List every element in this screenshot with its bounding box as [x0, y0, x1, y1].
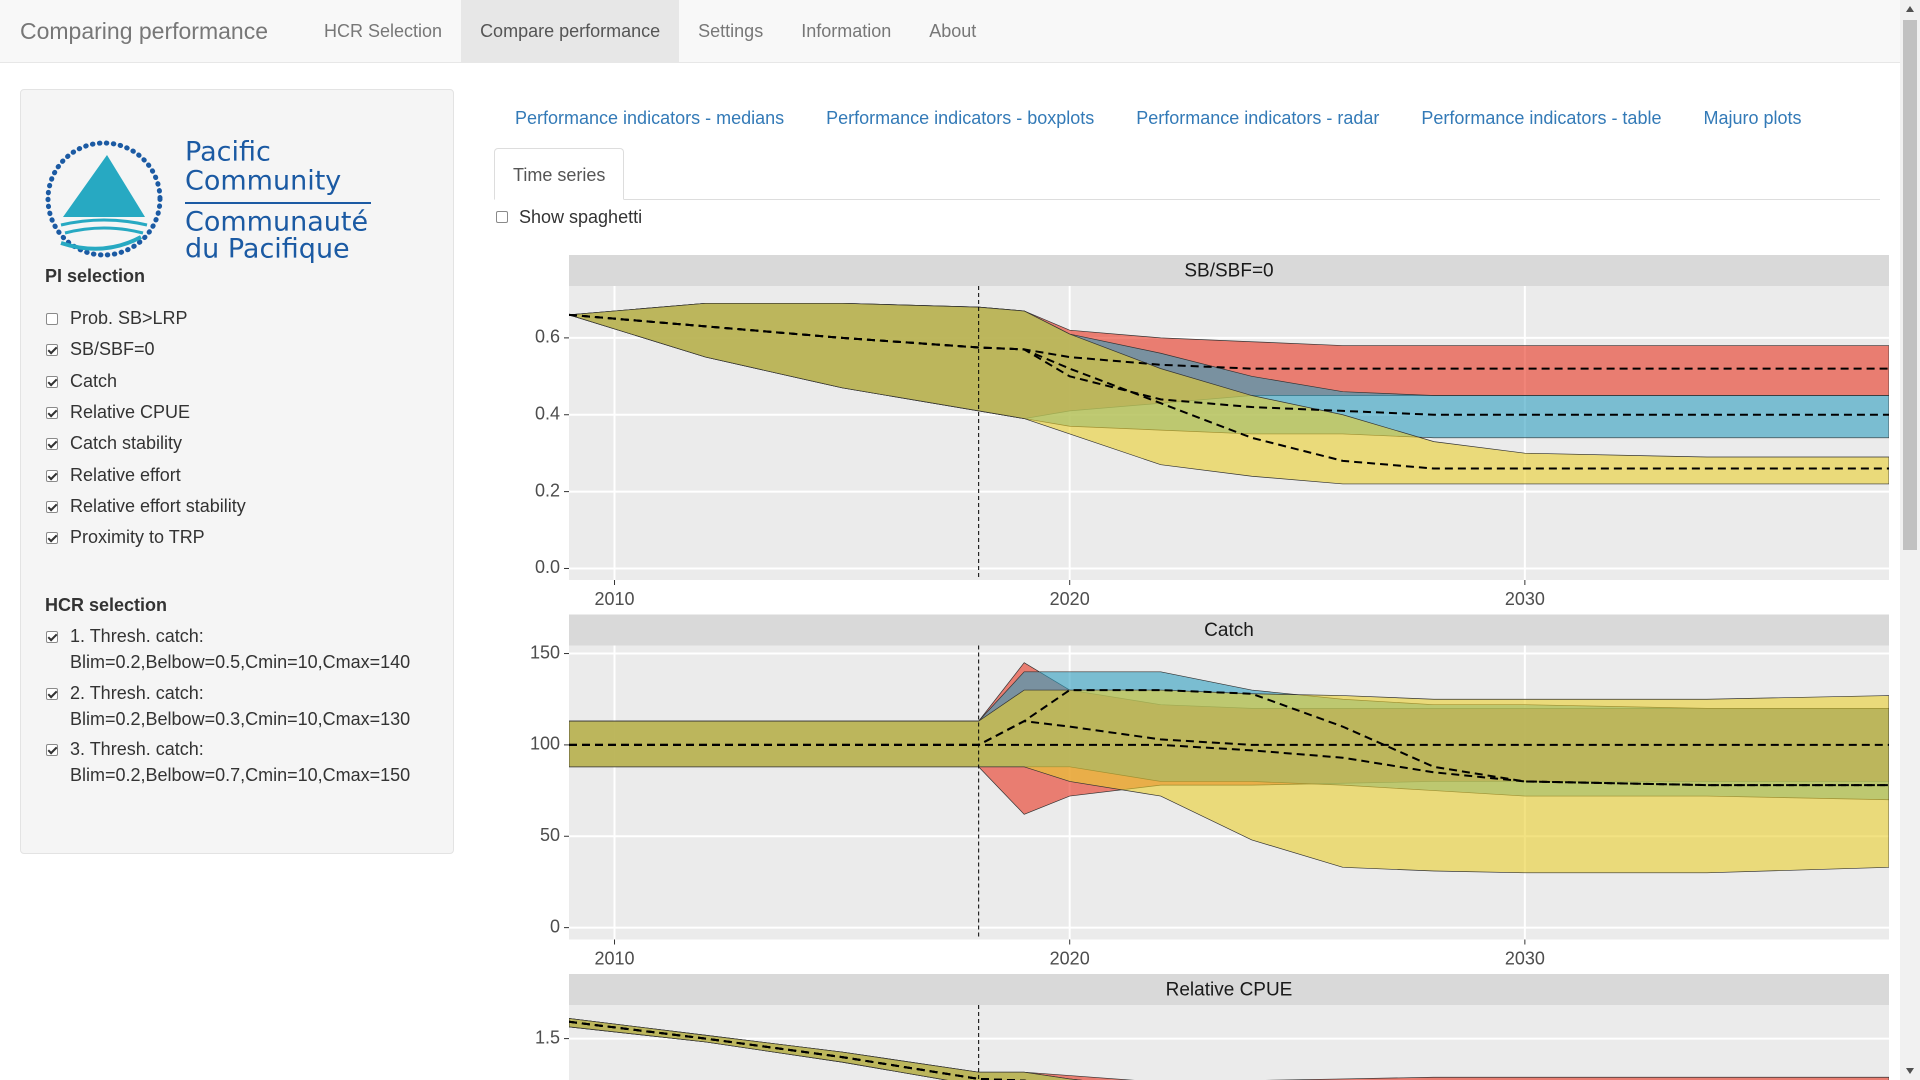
checkbox-label[interactable]: Proximity to TRP [70, 527, 205, 548]
checkbox[interactable] [46, 532, 58, 545]
x-tick-label: 2020 [1050, 589, 1090, 609]
checkbox-label[interactable]: Relative effort [70, 464, 181, 485]
brand: Comparing performance [20, 18, 269, 44]
checkbox-label[interactable]: 3. Thresh. catch: [70, 739, 204, 759]
scroll-thumb[interactable] [1903, 20, 1917, 550]
x-tick-label: 2030 [1505, 589, 1545, 609]
logo-sail [63, 155, 145, 217]
navbar: Comparing performance HCR Selection Compa… [0, 0, 1900, 63]
tab[interactable]: Performance indicators - table [1421, 108, 1662, 128]
checkbox-label[interactable]: Catch [70, 370, 118, 391]
checkbox[interactable] [46, 631, 58, 643]
facet-strip [569, 614, 1889, 646]
median-line [569, 1020, 1027, 1080]
checkbox[interactable] [46, 313, 58, 325]
checkbox-label[interactable]: 1. Thresh. catch: [70, 626, 204, 646]
checkbox-label[interactable]: Relative effort stability [70, 495, 246, 516]
y-tick-label: 0.0 [535, 557, 560, 577]
checkbox[interactable] [496, 211, 508, 223]
plot-layer [569, 1005, 1889, 1080]
checkbox[interactable] [46, 500, 58, 513]
ribbon [569, 302, 1889, 485]
x-tick-label: 2010 [594, 589, 634, 609]
nav-link[interactable]: HCR Selection [324, 21, 443, 41]
checkbox-detail[interactable]: Blim=0.2,Belbow=0.5,Cmin=10,Cmax=140 [70, 652, 411, 672]
y-tick-label: 0.6 [535, 327, 560, 347]
median-line [569, 743, 1889, 787]
pi-title: PI selection [45, 266, 146, 286]
checkbox-label[interactable]: 2. Thresh. catch: [70, 682, 204, 703]
scrollbar[interactable] [1900, 0, 1920, 1080]
checkbox-label[interactable]: SB/SBF=0 [70, 339, 155, 360]
facet-title: Catch [1204, 620, 1254, 641]
checkbox-detail[interactable]: Blim=0.2,Belbow=0.3,Cmin=10,Cmax=130 [70, 708, 411, 729]
checkbox-label[interactable]: Show spaghetti [519, 207, 643, 227]
checkbox-label[interactable]: Prob. SB>LRP [70, 308, 188, 328]
facet-strip [569, 255, 1889, 286]
checkbox-label[interactable]: Catch stability [70, 433, 183, 454]
checkbox[interactable] [46, 438, 58, 451]
hcr-title: HCR selection [45, 595, 168, 615]
checkbox-detail[interactable]: Blim=0.2,Belbow=0.7,Cmin=10,Cmax=150 [70, 765, 411, 785]
logo-swoosh [60, 235, 142, 251]
y-tick-label: 1.5 [535, 1027, 560, 1047]
logo-ring [45, 140, 163, 258]
checkbox[interactable] [46, 406, 58, 419]
y-tick-label: 0.2 [535, 480, 560, 500]
y-tick-label: 100 [530, 734, 560, 754]
ribbon [569, 689, 1889, 874]
facet-title: Relative CPUE [1166, 980, 1293, 1001]
logo-text: du Pacifique [185, 234, 350, 265]
x-tick-label: 2010 [594, 948, 634, 968]
y-tick-label: 50 [540, 825, 560, 845]
y-tick-label: 0.4 [535, 403, 560, 423]
logo-text: Community [185, 166, 341, 197]
checkbox[interactable] [46, 744, 58, 756]
x-tick-label: 2020 [1050, 948, 1090, 968]
plot-background [569, 1005, 1889, 1080]
plot-layer [569, 286, 1889, 580]
checkbox[interactable] [46, 344, 58, 357]
y-tick-label: 150 [530, 642, 560, 662]
tabset: Performance indicators - medians Performa… [494, 96, 1880, 200]
nav-link[interactable]: Settings [698, 21, 764, 41]
nav-link[interactable]: Information [801, 21, 892, 41]
tab[interactable]: Time series [494, 148, 625, 200]
nav-link[interactable]: Compare performance [461, 0, 680, 62]
checkbox[interactable] [46, 375, 58, 388]
tab[interactable]: Performance indicators - medians [515, 108, 785, 128]
sidebar: Pacific Community Communauté du Pacifique P… [20, 89, 454, 854]
plot-layer [569, 645, 1889, 940]
nav-link[interactable]: About [929, 21, 977, 41]
logo-waves [60, 218, 148, 235]
charts: SB/SBF=0 0.0 0.2 0.4 0.6 2010 2020 2030 Catch 0 50… [530, 255, 1889, 1080]
facet-title: SB/SBF=0 [1184, 261, 1273, 282]
facet-strip [569, 974, 1889, 1005]
checkbox[interactable] [46, 469, 58, 482]
x-tick-label: 2030 [1505, 948, 1545, 968]
median-line [569, 313, 1889, 470]
tab[interactable]: Majuro plots [1703, 108, 1802, 128]
tab[interactable]: Performance indicators - boxplots [826, 108, 1095, 128]
tab[interactable]: Performance indicators - radar [1136, 108, 1380, 128]
checkbox[interactable] [46, 687, 58, 700]
logo-text: Communauté [185, 207, 368, 238]
checkbox-label[interactable]: Relative CPUE [70, 401, 191, 422]
logo-text: Pacific [185, 137, 271, 168]
y-tick-label: 0 [550, 916, 560, 936]
ribbon [569, 1018, 1083, 1080]
